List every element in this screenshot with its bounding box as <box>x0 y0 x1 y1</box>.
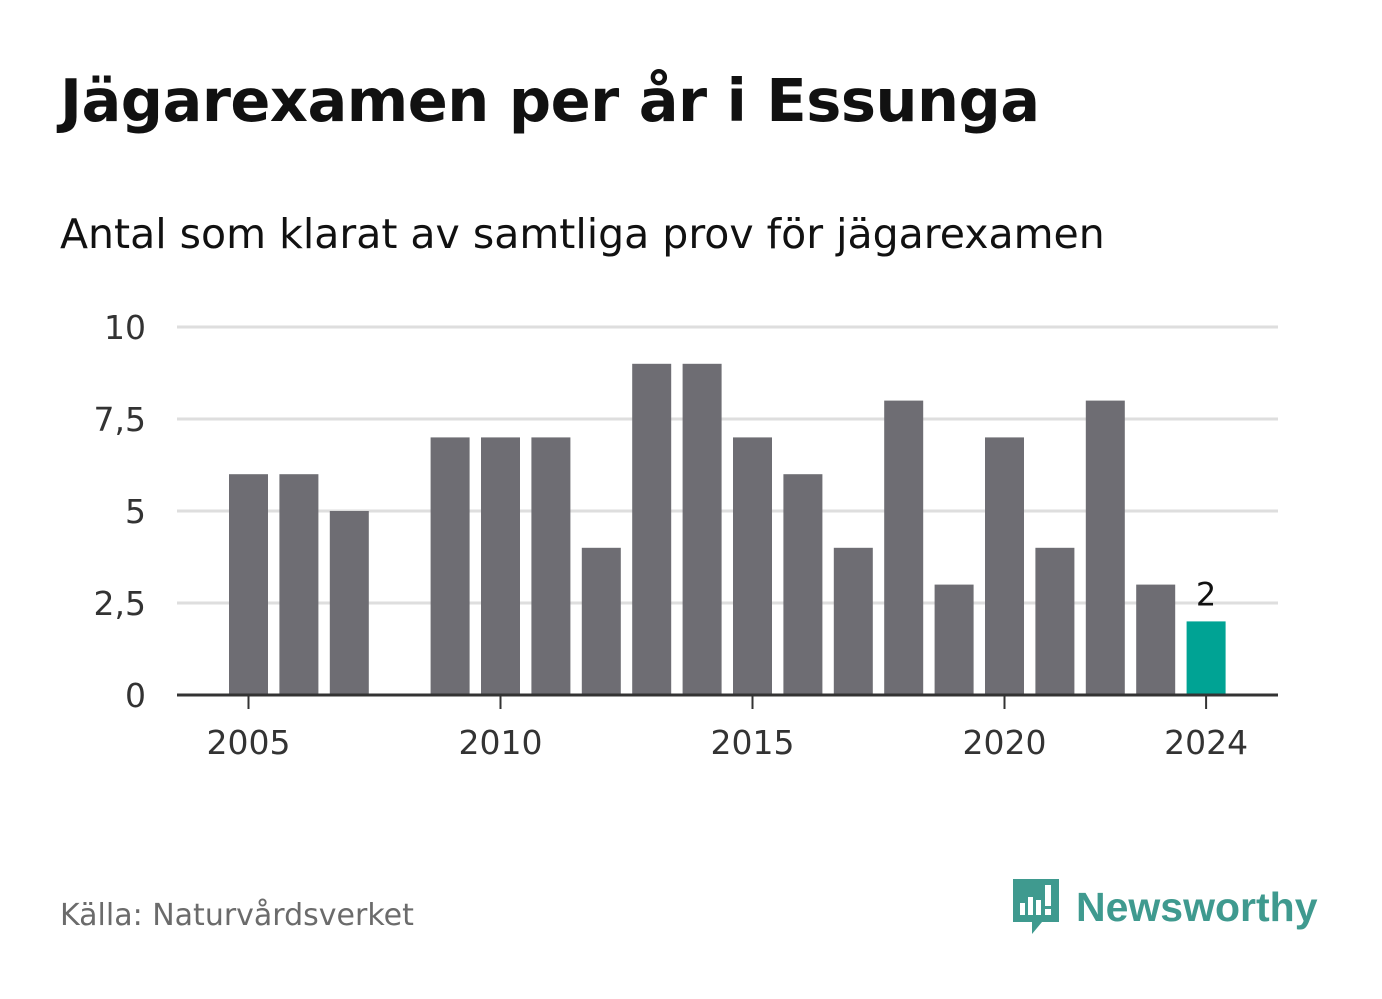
chart-subtitle: Antal som klarat av samtliga prov för jä… <box>60 210 1105 258</box>
bar <box>1186 621 1226 695</box>
bar <box>229 474 268 695</box>
bar <box>1136 584 1176 695</box>
x-tick-label: 2005 <box>207 723 291 762</box>
bar <box>934 584 974 695</box>
bar <box>481 437 520 695</box>
y-tick-label: 0 <box>125 676 146 715</box>
chart-title: Jägarexamen per år i Essunga <box>60 66 1040 135</box>
source-note: Källa: Naturvårdsverket <box>60 898 414 933</box>
y-tick-label: 5 <box>125 492 146 531</box>
bar <box>632 363 672 695</box>
bar <box>430 437 470 695</box>
bar <box>985 437 1024 695</box>
bar <box>581 547 621 695</box>
x-tick-label: 2020 <box>963 723 1047 762</box>
data-label: 2 <box>1196 575 1216 613</box>
y-tick-label: 10 <box>104 308 146 347</box>
bar <box>1035 547 1075 695</box>
brand-name: Newsworthy <box>1076 883 1318 930</box>
x-tick-label: 2015 <box>711 723 795 762</box>
newsworthy-icon <box>1013 879 1059 934</box>
bar <box>833 547 873 695</box>
bar <box>279 474 319 695</box>
bar <box>531 437 571 695</box>
y-tick-label: 7,5 <box>94 400 146 439</box>
y-tick-label: 2,5 <box>94 584 146 623</box>
bar <box>733 437 772 695</box>
bar <box>682 363 722 695</box>
brand-logo: Newsworthy <box>1010 876 1318 938</box>
x-tick-label: 2024 <box>1164 723 1248 762</box>
bar <box>884 400 924 695</box>
bar <box>329 511 369 695</box>
x-tick-label: 2010 <box>459 723 543 762</box>
bar <box>783 474 823 695</box>
bar <box>1085 400 1125 695</box>
